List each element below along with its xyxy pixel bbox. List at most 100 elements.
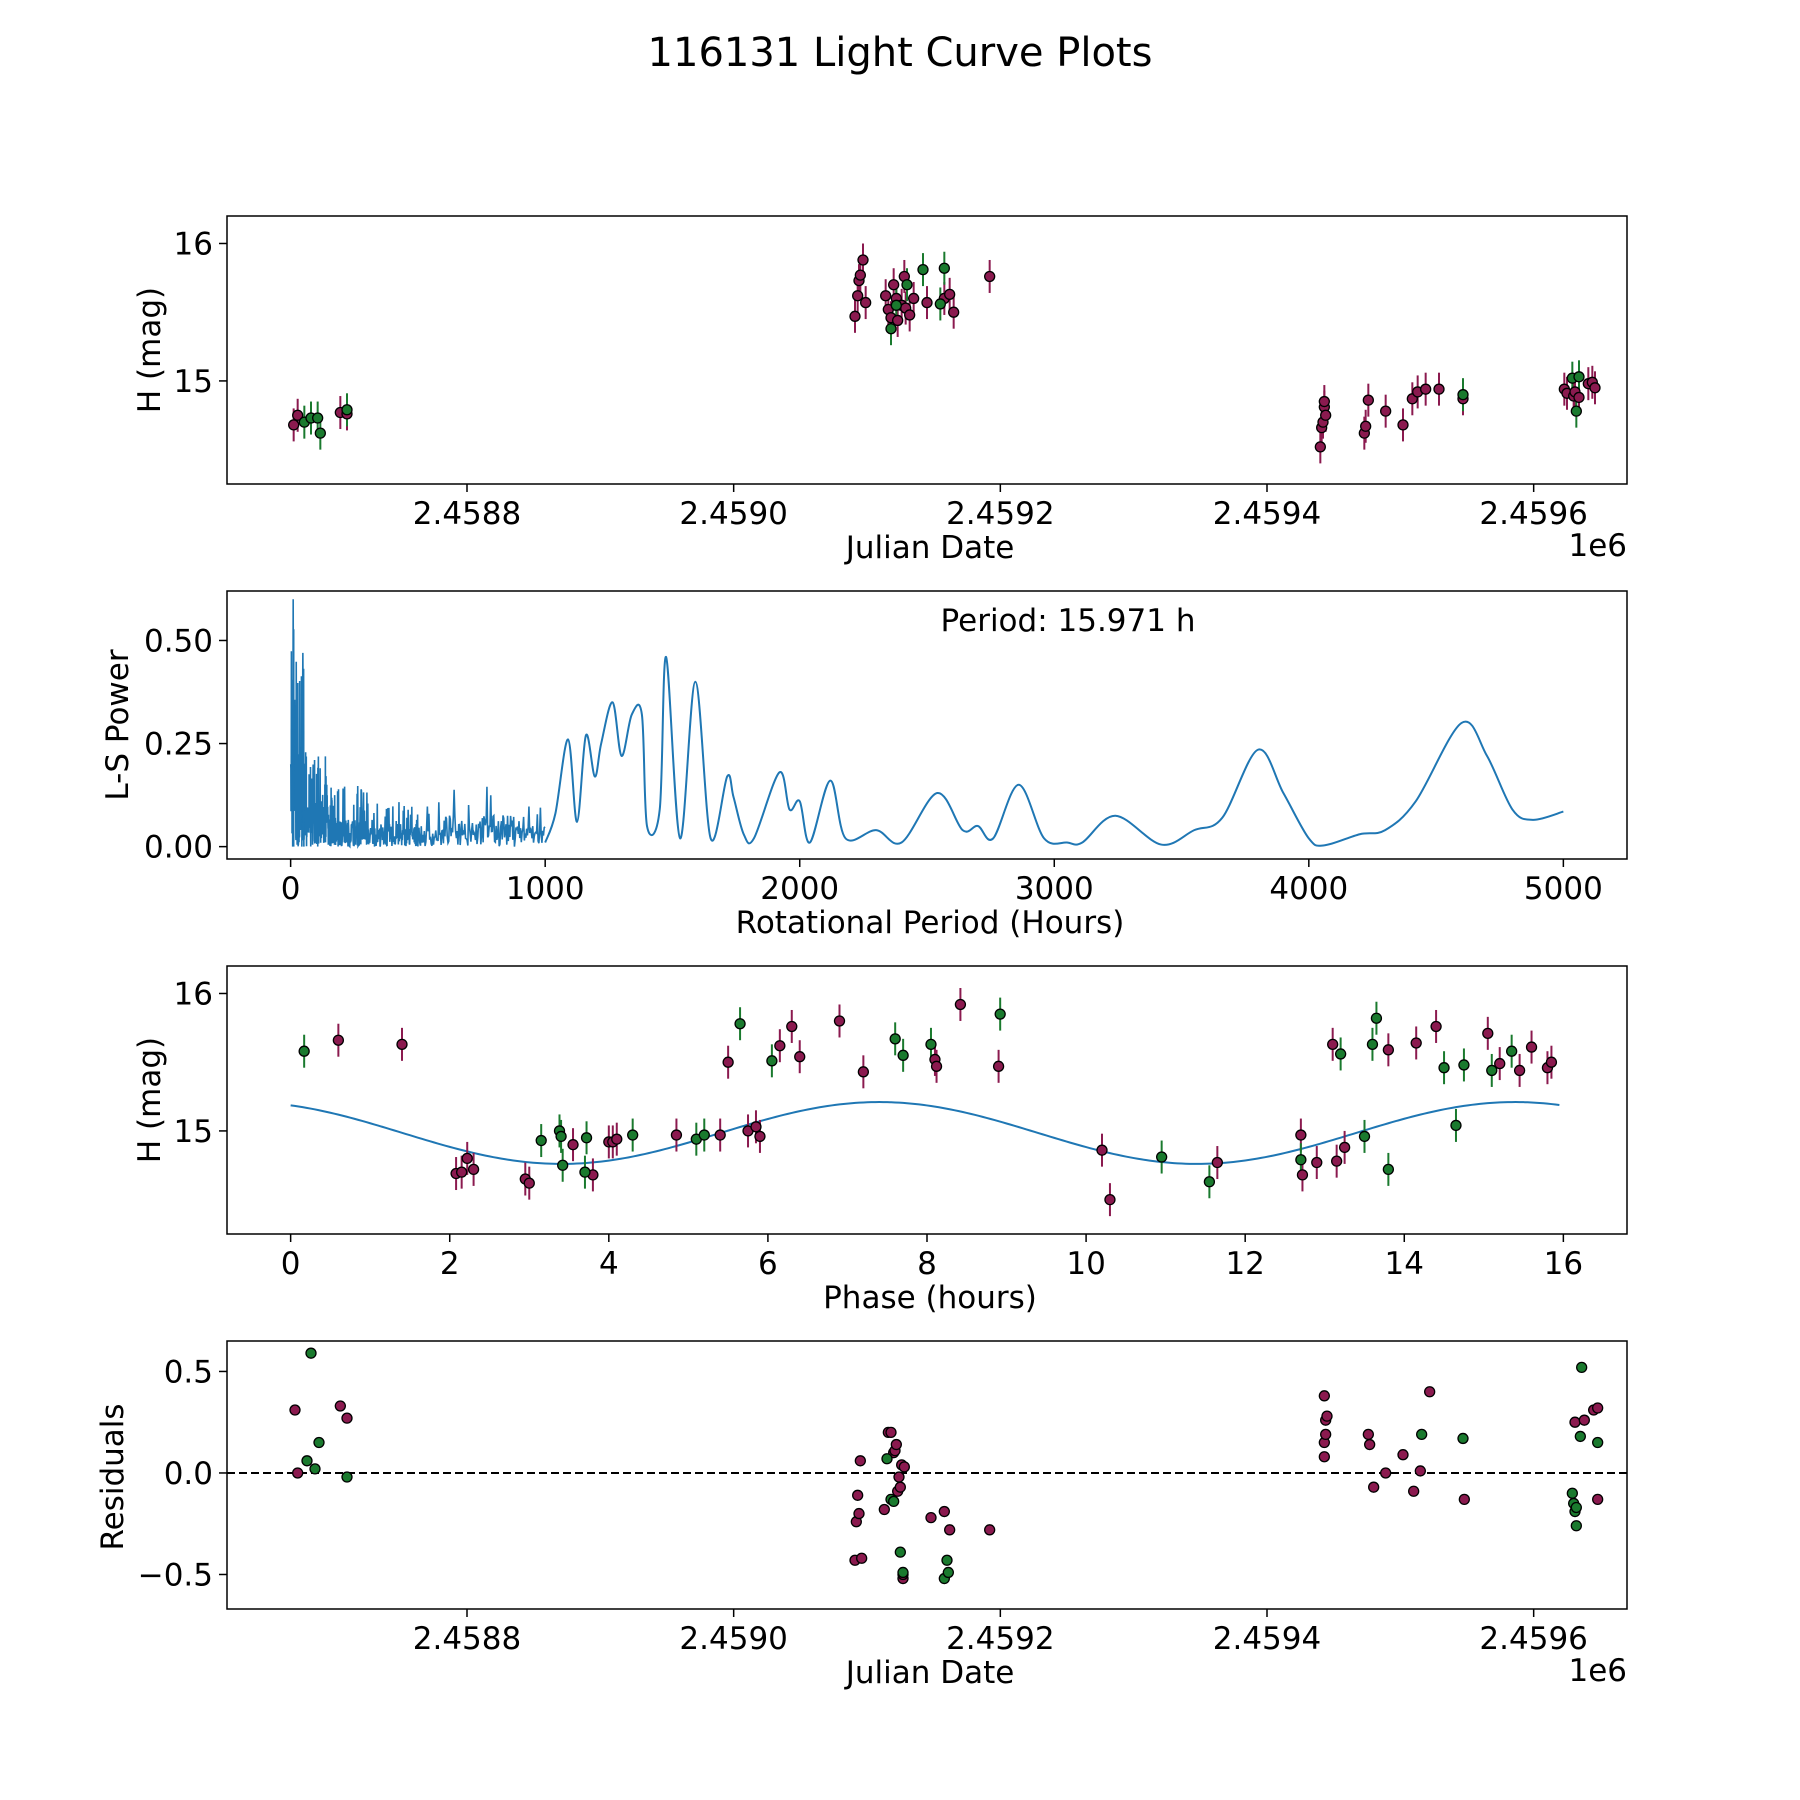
red-point xyxy=(1320,1428,1332,1441)
red-point xyxy=(948,306,960,318)
green-point xyxy=(994,1008,1006,1020)
green-point xyxy=(313,1436,325,1449)
green-point xyxy=(897,1566,909,1579)
x-tick-label: 2.4588 xyxy=(413,1621,521,1657)
fit-curve xyxy=(290,1101,1560,1165)
red-point xyxy=(854,1455,866,1467)
green-point xyxy=(942,1566,954,1579)
data-points xyxy=(289,1347,1604,1585)
green-point xyxy=(341,404,353,416)
red-point xyxy=(1458,1493,1470,1506)
green-point xyxy=(901,279,913,291)
red-point xyxy=(852,1489,864,1501)
green-point xyxy=(309,1463,321,1475)
green-point xyxy=(1334,1048,1347,1060)
red-point xyxy=(292,409,304,421)
red-point xyxy=(888,279,900,291)
green-point xyxy=(1486,1064,1498,1077)
residuals-panel: Residuals Julian Date 1e6 2.4588 2.4590 2.… xyxy=(95,1340,1628,1691)
green-point xyxy=(1438,1062,1450,1074)
x-tick-label: 2000 xyxy=(760,871,839,907)
green-point xyxy=(314,427,326,439)
red-point xyxy=(1525,1041,1538,1053)
green-point xyxy=(341,1471,353,1483)
red-point xyxy=(1424,1386,1436,1398)
x-tick-label: 3000 xyxy=(1015,871,1094,907)
green-point xyxy=(917,263,929,276)
red-point xyxy=(853,1507,865,1520)
green-point xyxy=(1592,1436,1604,1449)
red-point xyxy=(1331,1155,1343,1167)
green-point xyxy=(888,1495,900,1508)
green-point xyxy=(1573,371,1585,383)
lightcurve-offset-label: 1e6 xyxy=(1568,528,1627,564)
periodogram-ylabel: L-S Power xyxy=(100,649,136,800)
red-point xyxy=(1494,1057,1506,1070)
red-point xyxy=(1296,1169,1309,1181)
red-point xyxy=(1295,1129,1307,1141)
red-point xyxy=(288,419,300,431)
green-point xyxy=(1416,1428,1428,1441)
green-point xyxy=(766,1055,778,1067)
red-point xyxy=(1360,420,1372,432)
x-tick-label: 6 xyxy=(758,1246,778,1282)
x-tick-label: 4 xyxy=(599,1246,619,1282)
red-point xyxy=(774,1040,786,1052)
red-point xyxy=(904,309,916,321)
y-tick-label: 16 xyxy=(174,976,213,1012)
green-point xyxy=(557,1159,569,1171)
green-point xyxy=(1506,1045,1518,1057)
red-point xyxy=(794,1051,806,1063)
red-point xyxy=(1318,1390,1330,1402)
x-tick-label: 2.4594 xyxy=(1213,1621,1321,1657)
red-point xyxy=(1096,1144,1108,1156)
green-point xyxy=(934,298,946,310)
x-tick-label: 2.4594 xyxy=(1213,496,1321,532)
red-point xyxy=(1314,441,1326,453)
green-point xyxy=(1457,389,1469,401)
red-point xyxy=(292,1467,304,1479)
green-point xyxy=(1156,1151,1168,1163)
green-point xyxy=(1457,1432,1469,1445)
green-point xyxy=(535,1134,547,1147)
green-point xyxy=(1203,1176,1216,1188)
red-point xyxy=(714,1129,726,1141)
green-point xyxy=(941,1554,953,1566)
red-point xyxy=(1592,1402,1604,1414)
red-point xyxy=(523,1177,535,1189)
residuals-xlabel: Julian Date xyxy=(844,1655,1015,1691)
green-point xyxy=(1570,1520,1582,1532)
red-point xyxy=(1397,1449,1409,1461)
y-tick-label: −0.5 xyxy=(138,1557,213,1593)
green-point xyxy=(1450,1119,1462,1132)
x-tick-label: 0 xyxy=(281,871,301,907)
red-point xyxy=(1362,394,1374,406)
red-point xyxy=(892,314,904,327)
red-point xyxy=(567,1139,579,1151)
x-tick-label: 2.4596 xyxy=(1479,496,1587,532)
green-point xyxy=(925,1038,937,1050)
red-point xyxy=(1380,405,1392,417)
x-tick-label: 5000 xyxy=(1524,871,1603,907)
periodogram-curve xyxy=(544,655,1564,847)
green-point xyxy=(1458,1059,1470,1071)
green-point xyxy=(890,299,902,311)
periodogram-panel: L-S Power Rotational Period (Hours) Peri… xyxy=(100,590,1628,941)
x-tick-label: 1000 xyxy=(506,871,585,907)
phased-xlabel: Phase (hours) xyxy=(823,1280,1037,1316)
red-point xyxy=(1368,1481,1380,1493)
y-tick-label: 15 xyxy=(174,1114,213,1150)
red-point xyxy=(1311,1156,1323,1169)
red-point xyxy=(1397,419,1409,431)
green-point xyxy=(1570,1501,1582,1514)
red-point xyxy=(1513,1064,1526,1077)
red-point xyxy=(893,1471,905,1483)
green-point xyxy=(1370,1012,1383,1024)
residuals-offset-label: 1e6 xyxy=(1568,1653,1627,1689)
axes-frame xyxy=(226,1340,1628,1610)
green-point xyxy=(1358,1130,1371,1143)
green-point xyxy=(894,1546,906,1558)
period-annotation: Period: 15.971 h xyxy=(941,603,1196,639)
red-point xyxy=(467,1163,480,1176)
